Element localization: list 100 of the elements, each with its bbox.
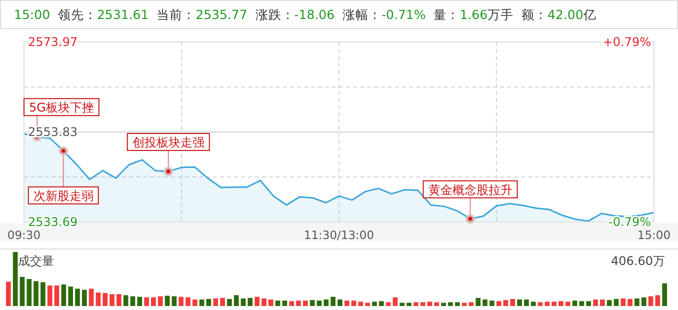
bar [476, 298, 481, 306]
bar [558, 301, 564, 306]
bar [34, 281, 38, 306]
bar [579, 301, 584, 306]
bar [254, 296, 260, 306]
bar [427, 302, 432, 306]
bar [110, 294, 114, 306]
bar [6, 282, 11, 306]
bar [303, 300, 308, 306]
y-tick-label: 2553.83 [28, 125, 78, 139]
bar [275, 300, 280, 306]
bar [164, 296, 170, 306]
bar [614, 298, 619, 306]
bar [137, 296, 142, 306]
bar [268, 300, 274, 306]
bar [199, 300, 204, 306]
bar [641, 297, 646, 306]
bar [12, 252, 18, 306]
bar [130, 296, 136, 306]
bar [634, 298, 640, 306]
bar [68, 286, 73, 306]
bar [530, 302, 536, 306]
bar [606, 300, 612, 306]
bar [351, 300, 356, 306]
point [163, 166, 174, 176]
y2-tick-label: -0.79% [608, 215, 651, 229]
y-tick-label: 2533.69 [28, 215, 78, 229]
bar [96, 292, 101, 306]
chart-title: 成交量 [18, 254, 54, 268]
bar [151, 297, 156, 306]
bar [378, 301, 384, 306]
x-tick-label: 09:30 [7, 228, 41, 242]
bar [454, 302, 460, 306]
point [465, 214, 476, 224]
bar [620, 298, 626, 306]
bar [441, 302, 446, 306]
annotation: 创投板块走强 [132, 135, 204, 150]
bar [116, 294, 122, 306]
bar [489, 300, 494, 306]
bar [420, 302, 426, 306]
bar [648, 296, 654, 306]
bar [358, 302, 364, 306]
annotation: 406.60万 [611, 254, 665, 268]
annotation: 5G板块下挫 [29, 100, 94, 115]
bar [496, 301, 502, 306]
bar [20, 276, 25, 306]
bar [192, 300, 198, 306]
bar [75, 288, 80, 306]
x-tick-label: 15:00 [637, 228, 671, 242]
bar [227, 298, 232, 306]
bar [330, 296, 336, 306]
bar [655, 295, 660, 306]
bar [40, 282, 46, 306]
bar [102, 293, 108, 306]
bar [434, 302, 440, 306]
bar [538, 302, 543, 306]
bar [123, 295, 128, 306]
bar [468, 302, 474, 306]
bar [544, 302, 550, 306]
bar [172, 296, 177, 306]
bar [144, 297, 149, 306]
bar [400, 302, 405, 306]
bar [186, 297, 190, 306]
bar [47, 285, 52, 306]
bar [206, 298, 212, 306]
bar [220, 298, 225, 306]
bar [565, 302, 570, 306]
bar [593, 300, 598, 306]
bar [386, 302, 391, 306]
bar [82, 290, 87, 306]
bar [510, 298, 516, 306]
bar [372, 302, 377, 306]
bar [240, 298, 246, 306]
bar [517, 300, 522, 306]
bar [178, 296, 184, 306]
y-tick-label: 2573.97 [28, 35, 78, 49]
bar [600, 300, 605, 306]
bar [524, 300, 529, 306]
annotation: 次新股走弱 [33, 188, 94, 203]
bar [552, 302, 556, 306]
bar [586, 301, 592, 306]
bar [448, 302, 453, 306]
chart-title: 15:00 领先：2531.61 当前：2535.77 涨跌：-18.06 涨幅：-0.71% 量：1.66万手 额：42.00亿 [14, 7, 596, 22]
bar [310, 300, 315, 306]
y2-tick-label: +0.79% [602, 35, 651, 49]
bar [262, 298, 266, 306]
bar [282, 300, 288, 306]
bar [338, 300, 342, 306]
bar [406, 302, 412, 306]
bar [88, 288, 94, 306]
bar [248, 298, 253, 306]
bar [158, 296, 163, 306]
x-tick-label: 11:30/13:00 [304, 228, 374, 242]
bar [324, 300, 329, 306]
bar [662, 283, 667, 306]
bar [289, 301, 294, 306]
bar [234, 295, 239, 306]
bar [482, 300, 488, 306]
bar [26, 279, 32, 306]
bar [213, 298, 218, 306]
